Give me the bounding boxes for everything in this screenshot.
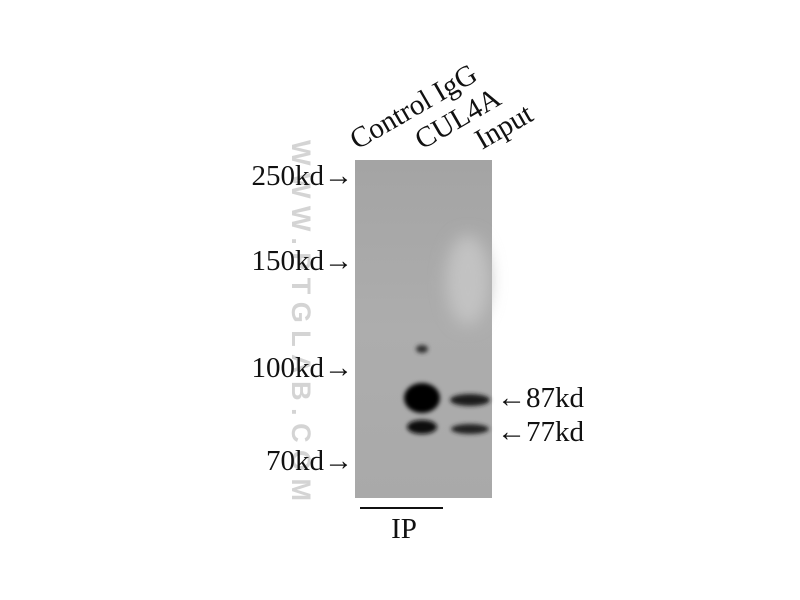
blot [355, 160, 492, 498]
marker-label: 70kd→ [266, 445, 353, 477]
band-label: ←87kd [497, 382, 585, 414]
band-label: ←77kd [497, 416, 585, 448]
marker-label: 100kd→ [252, 352, 354, 384]
marker-label: 250kd→ [252, 160, 354, 192]
marker-label: 150kd→ [252, 245, 354, 277]
group-label: IP [391, 513, 417, 545]
